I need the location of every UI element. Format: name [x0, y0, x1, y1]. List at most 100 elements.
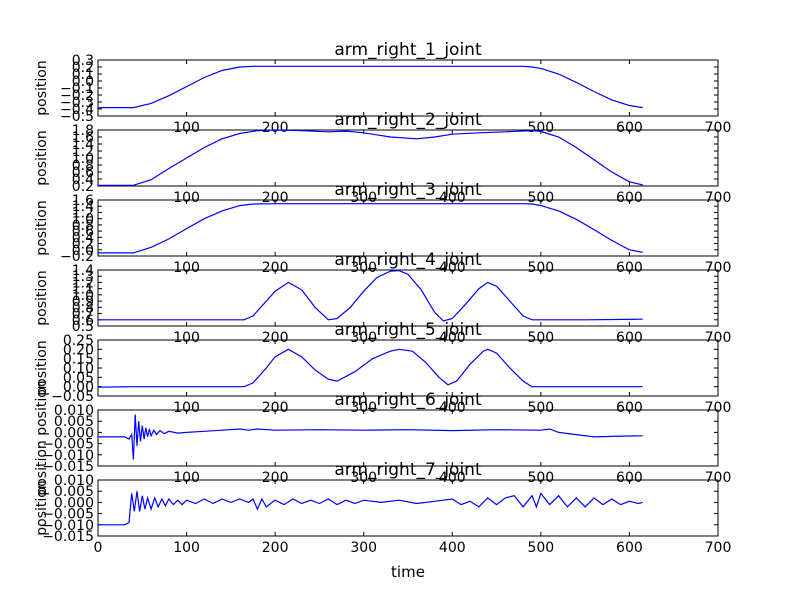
ytick-label: 0.20 — [63, 342, 94, 358]
ytick-label: −0.05 — [51, 389, 94, 405]
ytick-label: 1.3 — [72, 269, 94, 285]
ytick-label: −0.010 — [42, 448, 94, 464]
xtick-label: 600 — [616, 190, 643, 206]
ytick-label: −0.3 — [60, 95, 94, 111]
axes-frame — [97, 409, 719, 467]
y-axis-label: position position — [34, 380, 50, 495]
ytick-label: 0.6 — [72, 165, 94, 181]
ytick-label: −0.5 — [60, 109, 94, 125]
ytick-label: 0.0 — [72, 243, 94, 259]
xtick-label: 200 — [262, 330, 289, 346]
y-axis-label: position — [34, 480, 50, 535]
xtick-label: 500 — [527, 540, 554, 556]
ytick-label: 1.2 — [72, 205, 94, 221]
ytick-label: −0.005 — [42, 507, 94, 523]
ytick-label: −0.015 — [42, 459, 94, 475]
xtick-label: 100 — [173, 400, 200, 416]
y-axis-label: position — [34, 270, 50, 325]
subplot-title: arm_right_3_joint — [334, 180, 482, 200]
ytick-label: 0.0 — [72, 74, 94, 90]
subplot-title: arm_right_4_joint — [334, 250, 482, 270]
series-line — [98, 269, 643, 322]
series-line — [97, 348, 643, 388]
xtick-label: 300 — [350, 400, 377, 416]
xtick-label: 200 — [262, 190, 289, 206]
axes-frame — [97, 479, 719, 537]
ytick-label: 0.2 — [72, 237, 94, 253]
ytick-label: 0.8 — [72, 158, 94, 174]
ytick-label: 0.010 — [54, 403, 94, 419]
ytick-label: −0.2 — [60, 249, 94, 265]
ytick-label: 1.2 — [72, 275, 94, 291]
xtick-label: 400 — [439, 540, 466, 556]
xtick-label: 300 — [350, 470, 377, 486]
xtick-label: 500 — [527, 260, 554, 276]
ytick-label: 0.00 — [63, 380, 94, 396]
subplot-5: −0.050.000.050.100.150.200.25 100 200 300 40… — [34, 320, 731, 416]
ytick-label: 0.15 — [63, 352, 94, 368]
xtick-label: 300 — [350, 330, 377, 346]
xtick-label: 100 — [173, 540, 200, 556]
ytick-label: 0.4 — [72, 172, 94, 188]
ytick-label: 1.6 — [72, 193, 94, 209]
xtick-label: 200 — [262, 400, 289, 416]
xtick-label: 600 — [616, 330, 643, 346]
xtick-label: 400 — [439, 330, 466, 346]
series-line — [98, 491, 643, 526]
ytick-label: 0.8 — [72, 300, 94, 316]
xtick-label: 700 — [705, 330, 732, 346]
xtick-label: 600 — [616, 260, 643, 276]
ytick-label: −0.010 — [42, 518, 94, 534]
ytick-label: 0.5 — [72, 319, 94, 335]
ytick-label: 0.2 — [72, 60, 94, 76]
y-axis-label: position — [34, 130, 50, 185]
ytick-label: 0.3 — [72, 53, 94, 69]
series-line — [98, 129, 643, 186]
xtick-label: 400 — [439, 190, 466, 206]
xtick-label: 200 — [262, 260, 289, 276]
xtick-label: 600 — [616, 400, 643, 416]
ytick-label: 1.4 — [72, 137, 94, 153]
ytick-label: 0.10 — [63, 361, 94, 377]
xtick-label: 0 — [94, 540, 103, 556]
xtick-label: 500 — [527, 470, 554, 486]
ytick-label: 0.005 — [54, 484, 94, 500]
xtick-label: 300 — [350, 190, 377, 206]
xtick-label: 500 — [527, 190, 554, 206]
ytick-label: 0.010 — [54, 473, 94, 489]
ytick-label: 0.25 — [63, 333, 94, 349]
y-axis-label: position — [34, 60, 50, 115]
ytick-label: 1.0 — [72, 212, 94, 228]
subplot-4: 0.50.60.70.80.91.01.11.21.31.4 100 200 300 4… — [34, 250, 731, 346]
xtick-label: 200 — [262, 470, 289, 486]
ytick-label: 0.05 — [63, 370, 94, 386]
ytick-label: 1.0 — [72, 288, 94, 304]
xtick-label: 700 — [705, 470, 732, 486]
xtick-label: 400 — [439, 400, 466, 416]
xtick-label: 100 — [173, 190, 200, 206]
ytick-label: 1.1 — [72, 282, 94, 298]
x-axis-label: time — [391, 563, 425, 581]
subplot-title: arm_right_7_joint — [334, 460, 482, 480]
axes-frame — [97, 339, 719, 397]
ytick-label: 1.4 — [72, 199, 94, 215]
xtick-label: 700 — [705, 400, 732, 416]
series-line — [98, 65, 643, 109]
axes-frame — [97, 199, 719, 257]
ytick-label: 0.000 — [54, 425, 94, 441]
ytick-label: −0.2 — [60, 88, 94, 104]
y-axis-label: position — [34, 200, 50, 255]
ytick-label: 0.6 — [72, 224, 94, 240]
series-line — [98, 414, 643, 460]
ytick-label: 1.6 — [72, 130, 94, 146]
axes-frame — [97, 269, 719, 327]
xtick-label: 100 — [173, 470, 200, 486]
xtick-label: 400 — [439, 470, 466, 486]
ytick-label: 0.2 — [72, 179, 94, 195]
xtick-label: 600 — [616, 120, 643, 136]
